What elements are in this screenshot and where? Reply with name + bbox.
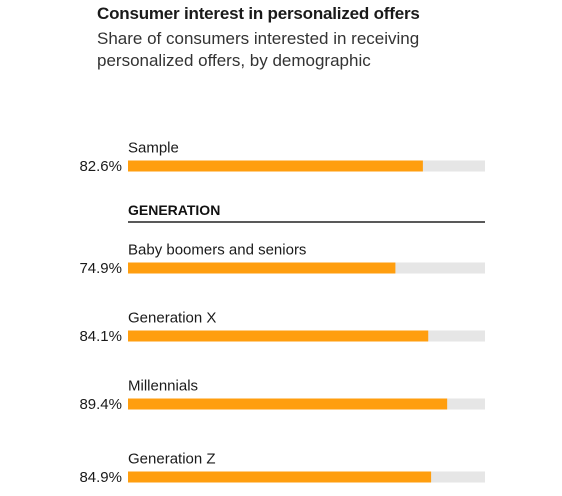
bar-sample (128, 160, 423, 172)
category-label-millennials: Millennials (128, 378, 198, 395)
bar-baby-boomers-and-seniors (128, 262, 396, 274)
bar-generation-x (128, 330, 429, 342)
value-label-generation-z: 84.9% (79, 469, 122, 486)
value-label-baby-boomers-and-seniors: 74.9% (79, 260, 122, 277)
value-label-generation-x: 84.1% (79, 328, 122, 345)
bar-millennials (128, 398, 448, 410)
value-label-sample: 82.6% (79, 158, 122, 175)
group-label-generation: GENERATION (128, 202, 220, 218)
category-label-sample: Sample (128, 140, 179, 157)
category-label-generation-z: Generation Z (128, 451, 216, 468)
chart-title: Consumer interest in personalized offers (97, 4, 420, 23)
category-label-generation-x: Generation X (128, 310, 216, 327)
category-label-baby-boomers-and-seniors: Baby boomers and seniors (128, 242, 306, 259)
value-label-millennials: 89.4% (79, 396, 122, 413)
chart-subtitle: Share of consumers interested in receivi… (97, 29, 420, 70)
bar-generation-z (128, 471, 432, 483)
